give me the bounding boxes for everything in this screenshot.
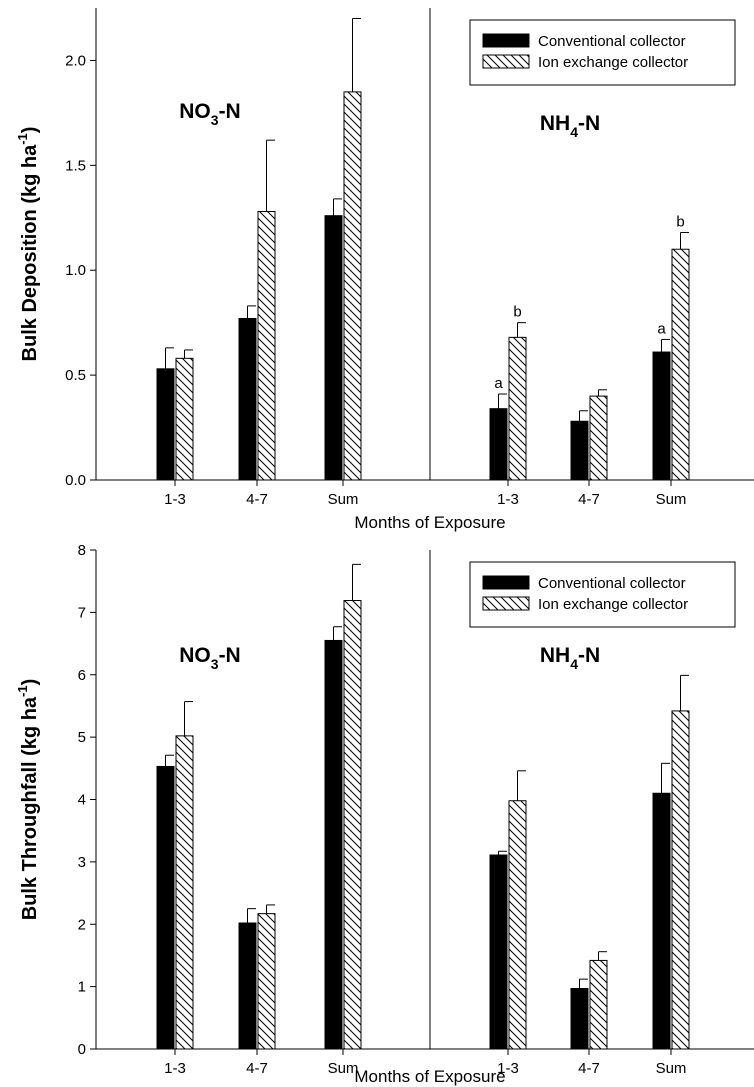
x-tick-label: 1-3 bbox=[164, 1060, 186, 1077]
legend-box bbox=[469, 19, 736, 86]
bar-conventional bbox=[570, 420, 589, 481]
y-tick-label: 4 bbox=[78, 792, 86, 809]
significance-letter: b bbox=[676, 213, 684, 230]
bar-conventional bbox=[489, 854, 508, 1050]
legend-label: Conventional collector bbox=[538, 33, 686, 50]
bar-ion-exchange bbox=[589, 959, 608, 1050]
y-tick-label: 8 bbox=[78, 542, 86, 559]
bulk-deposition-chart: 0.0 0.5 1.0 1.5 2.0 1-3 4-7 Sum 1-3 4-7 Sum Months … bbox=[15, 8, 754, 532]
x-tick-label: 4-7 bbox=[246, 1060, 268, 1077]
legend-label: Conventional collector bbox=[538, 575, 686, 592]
bar-ion-exchange bbox=[343, 600, 362, 1050]
x-tick-label: 1-3 bbox=[497, 1060, 519, 1077]
bar-conventional bbox=[238, 317, 257, 481]
bar-ion-exchange bbox=[671, 248, 690, 481]
bar-conventional bbox=[489, 408, 508, 481]
bar-ion-exchange bbox=[175, 735, 194, 1050]
bar-conventional bbox=[156, 765, 175, 1050]
x-tick-label: 1-3 bbox=[497, 491, 519, 508]
y-tick-label: 2.0 bbox=[65, 52, 86, 69]
bar-ion-exchange bbox=[671, 710, 690, 1050]
legend-swatch-conventional bbox=[482, 575, 530, 590]
x-tick-label: Sum bbox=[656, 491, 687, 508]
legend-swatch-ion-exchange bbox=[482, 54, 530, 69]
bar-ion-exchange bbox=[508, 336, 527, 481]
y-tick-label: 1.0 bbox=[65, 262, 86, 279]
x-tick-label: 4-7 bbox=[246, 491, 268, 508]
x-tick-label: Sum bbox=[328, 491, 359, 508]
x-tick-label: 4-7 bbox=[578, 1060, 600, 1077]
bar-ion-exchange bbox=[343, 91, 362, 481]
y-tick-label: 7 bbox=[78, 604, 86, 621]
legend-box bbox=[469, 561, 736, 628]
y-tick-label: 1 bbox=[78, 979, 86, 996]
y-tick-label: 3 bbox=[78, 854, 86, 871]
bar-conventional bbox=[238, 922, 257, 1050]
bar-conventional bbox=[324, 639, 343, 1050]
y-axis-title: Bulk Throughfall (kg ha-1) bbox=[15, 679, 41, 921]
significance-letter: b bbox=[513, 304, 521, 321]
legend: Conventional collector Ion exchange colle… bbox=[469, 19, 736, 86]
group-label: NO3-N bbox=[179, 644, 240, 672]
x-tick-label: 4-7 bbox=[578, 491, 600, 508]
bar-conventional bbox=[652, 792, 671, 1050]
legend-label: Ion exchange collector bbox=[538, 54, 688, 71]
bar-ion-exchange bbox=[257, 913, 276, 1050]
significance-letter: a bbox=[494, 375, 503, 392]
legend-swatch-ion-exchange bbox=[482, 596, 530, 611]
group-label: NH4-N bbox=[540, 644, 600, 672]
x-tick-label: Sum bbox=[328, 1060, 359, 1077]
bar-conventional bbox=[652, 351, 671, 481]
legend: Conventional collector Ion exchange colle… bbox=[469, 561, 736, 628]
y-tick-label: 2 bbox=[78, 916, 86, 933]
bar-conventional bbox=[156, 368, 175, 481]
group-label: NO3-N bbox=[179, 100, 240, 128]
bar-ion-exchange bbox=[175, 357, 194, 481]
legend-label: Ion exchange collector bbox=[538, 596, 688, 613]
bar-ion-exchange bbox=[257, 210, 276, 481]
significance-letter: a bbox=[657, 320, 666, 337]
y-tick-label: 0.0 bbox=[65, 472, 86, 489]
x-tick-label: 1-3 bbox=[164, 491, 186, 508]
legend-swatch-conventional bbox=[482, 33, 530, 48]
bar-ion-exchange bbox=[508, 800, 527, 1050]
x-axis-title: Months of Exposure bbox=[354, 513, 505, 532]
bar-conventional bbox=[324, 215, 343, 481]
group-label: NH4-N bbox=[540, 112, 600, 140]
bar-ion-exchange bbox=[589, 395, 608, 481]
y-tick-label: 5 bbox=[78, 729, 86, 746]
y-axis-title: Bulk Deposition (kg ha-1) bbox=[15, 127, 41, 362]
y-tick-label: 1.5 bbox=[65, 157, 86, 174]
y-tick-label: 6 bbox=[78, 667, 86, 684]
bar-conventional bbox=[570, 987, 589, 1050]
y-tick-label: 0 bbox=[78, 1041, 86, 1058]
x-tick-label: Sum bbox=[656, 1060, 687, 1077]
y-tick-label: 0.5 bbox=[65, 367, 86, 384]
x-axis-title: Months of Exposure bbox=[354, 1067, 505, 1086]
